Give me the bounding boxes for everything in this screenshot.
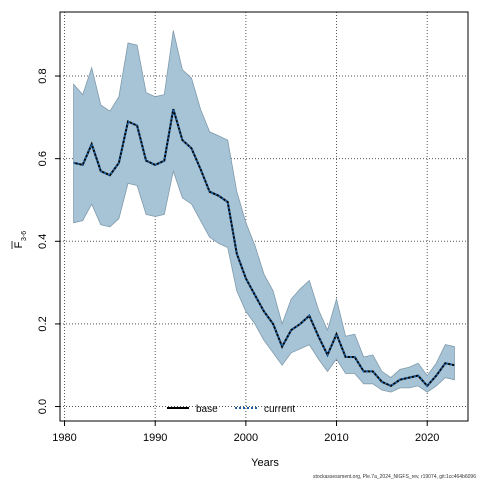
y-tick-label: 0.8 <box>37 68 49 83</box>
x-axis: 1980 1990 2000 2010 2020 <box>52 421 439 444</box>
y-tick-label: 0.2 <box>37 316 49 331</box>
x-tick-label: 2010 <box>324 432 348 444</box>
y-axis-title-sub: 3-6 <box>21 231 28 241</box>
legend: base current <box>167 404 295 415</box>
series-line-current <box>73 108 455 388</box>
legend-label: current <box>264 404 295 415</box>
x-tick-label: 1980 <box>52 432 76 444</box>
legend-label: base <box>196 404 218 415</box>
confidence-band <box>73 30 455 393</box>
y-tick-label: 0.0 <box>37 399 49 414</box>
legend-item-current: current <box>235 404 295 415</box>
x-tick-label: 1990 <box>143 432 167 444</box>
y-tick-label: 0.4 <box>37 234 49 249</box>
y-axis: 0.0 0.2 0.4 0.6 0.8 <box>37 68 60 414</box>
caption: stockassessment.org, Ple.7a_2024_NIGFS_r… <box>313 474 476 480</box>
x-tick-label: 2000 <box>234 432 258 444</box>
y-tick-label: 0.6 <box>37 151 49 166</box>
x-axis-title: Years <box>251 457 279 469</box>
plot-frame <box>59 11 469 422</box>
y-axis-title: F 3-6 <box>11 231 28 249</box>
legend-item-base: base <box>167 404 218 415</box>
y-axis-title-main: F <box>13 241 25 248</box>
x-tick-label: 2020 <box>415 432 439 444</box>
